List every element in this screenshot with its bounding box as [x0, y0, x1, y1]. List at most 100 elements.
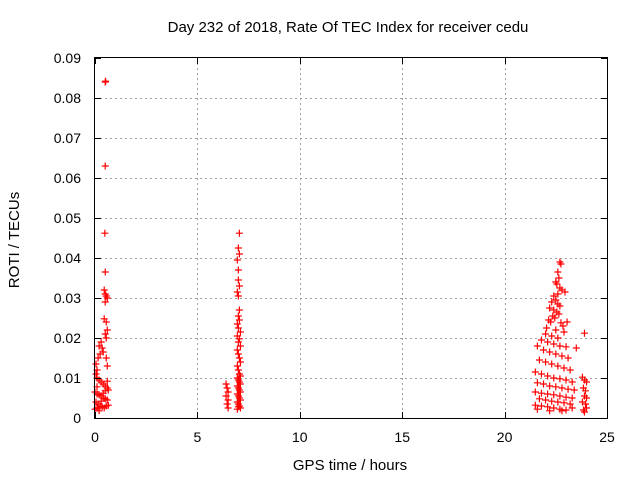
data-point	[544, 390, 552, 398]
data-point	[544, 372, 552, 380]
data-point	[583, 404, 591, 412]
data-point	[566, 366, 574, 374]
data-point	[235, 250, 243, 258]
data-point	[103, 396, 111, 404]
data-point	[548, 360, 556, 368]
data-point	[581, 400, 589, 408]
y-tick-label: 0.08	[54, 90, 81, 106]
data-point	[92, 370, 100, 378]
data-point	[563, 318, 571, 326]
data-point	[235, 354, 243, 362]
data-point	[542, 396, 550, 404]
data-point	[568, 394, 576, 402]
x-axis-label: GPS time / hours	[293, 457, 407, 474]
data-point	[101, 298, 109, 306]
axis-ticks: 0 5 10 15 20 25 0 0.01 0.02 0.03 0.04 0.05 0.06 0.07 0…	[54, 50, 615, 445]
data-point	[552, 383, 560, 391]
data-point	[94, 354, 102, 362]
data-point	[568, 404, 576, 412]
data-point	[554, 334, 562, 342]
data-point	[548, 332, 556, 340]
data-point	[550, 391, 558, 399]
data-point	[234, 338, 242, 346]
data-point	[544, 338, 552, 346]
data-point	[557, 260, 565, 268]
data-point	[236, 328, 244, 336]
data-point	[558, 407, 566, 415]
data-point	[580, 329, 588, 337]
data-point	[531, 388, 539, 396]
data-point	[553, 280, 561, 288]
x-tick-label: 15	[394, 429, 410, 445]
data-point	[559, 322, 567, 330]
data-point	[548, 298, 556, 306]
data-point	[556, 342, 564, 350]
data-point	[236, 342, 244, 350]
y-tick-label: 0.01	[54, 370, 81, 386]
data-point	[224, 388, 232, 396]
data-point	[540, 346, 548, 354]
data-point	[535, 395, 543, 403]
data-point	[562, 343, 570, 351]
data-point	[101, 387, 109, 395]
data-point	[555, 274, 563, 282]
data-point	[581, 387, 589, 395]
data-point	[547, 318, 555, 326]
data-point	[550, 404, 558, 412]
data-point	[543, 324, 551, 332]
data-point	[583, 394, 591, 402]
x-tick-label: 10	[292, 429, 308, 445]
data-point	[234, 350, 242, 358]
y-tick-label: 0.07	[54, 130, 81, 146]
data-point	[566, 400, 574, 408]
data-point	[236, 358, 244, 366]
data-point	[100, 286, 108, 294]
data-point	[554, 290, 562, 298]
data-point	[556, 302, 564, 310]
data-point	[101, 268, 109, 276]
grid-lines	[95, 58, 607, 418]
data-point	[103, 362, 111, 370]
data-point	[535, 356, 543, 364]
data-point	[552, 326, 560, 334]
plot-frame	[94, 57, 608, 419]
data-point	[552, 296, 560, 304]
data-point	[560, 328, 568, 336]
y-tick-label: 0.09	[54, 50, 81, 66]
data-point	[101, 330, 109, 338]
data-point	[98, 344, 106, 352]
data-point	[572, 344, 580, 352]
y-axis-label: ROTI / TECUs	[6, 192, 23, 288]
data-point	[546, 304, 554, 312]
data-point	[537, 389, 545, 397]
data-point	[533, 379, 541, 387]
data-point	[234, 292, 242, 300]
data-point	[233, 256, 241, 264]
data-point	[234, 276, 242, 284]
data-point	[224, 396, 232, 404]
data-point	[564, 354, 572, 362]
data-point	[554, 398, 562, 406]
data-point	[544, 403, 552, 411]
y-tick-label: 0.03	[54, 290, 81, 306]
data-point	[233, 288, 241, 296]
data-point	[235, 335, 243, 343]
data-point	[556, 392, 564, 400]
data-point	[235, 316, 243, 324]
data-point	[531, 368, 539, 376]
data-point	[554, 268, 562, 276]
data-point	[104, 401, 112, 409]
data-point	[223, 400, 231, 408]
data-point	[103, 377, 111, 385]
data-point	[234, 244, 242, 252]
data-point	[552, 350, 560, 358]
data-point	[550, 292, 558, 300]
data-point	[540, 380, 548, 388]
data-point	[222, 392, 230, 400]
data-point	[561, 288, 569, 296]
data-point	[224, 404, 232, 412]
data-point	[235, 306, 243, 314]
x-tick-label: 20	[497, 429, 513, 445]
data-point	[234, 266, 242, 274]
